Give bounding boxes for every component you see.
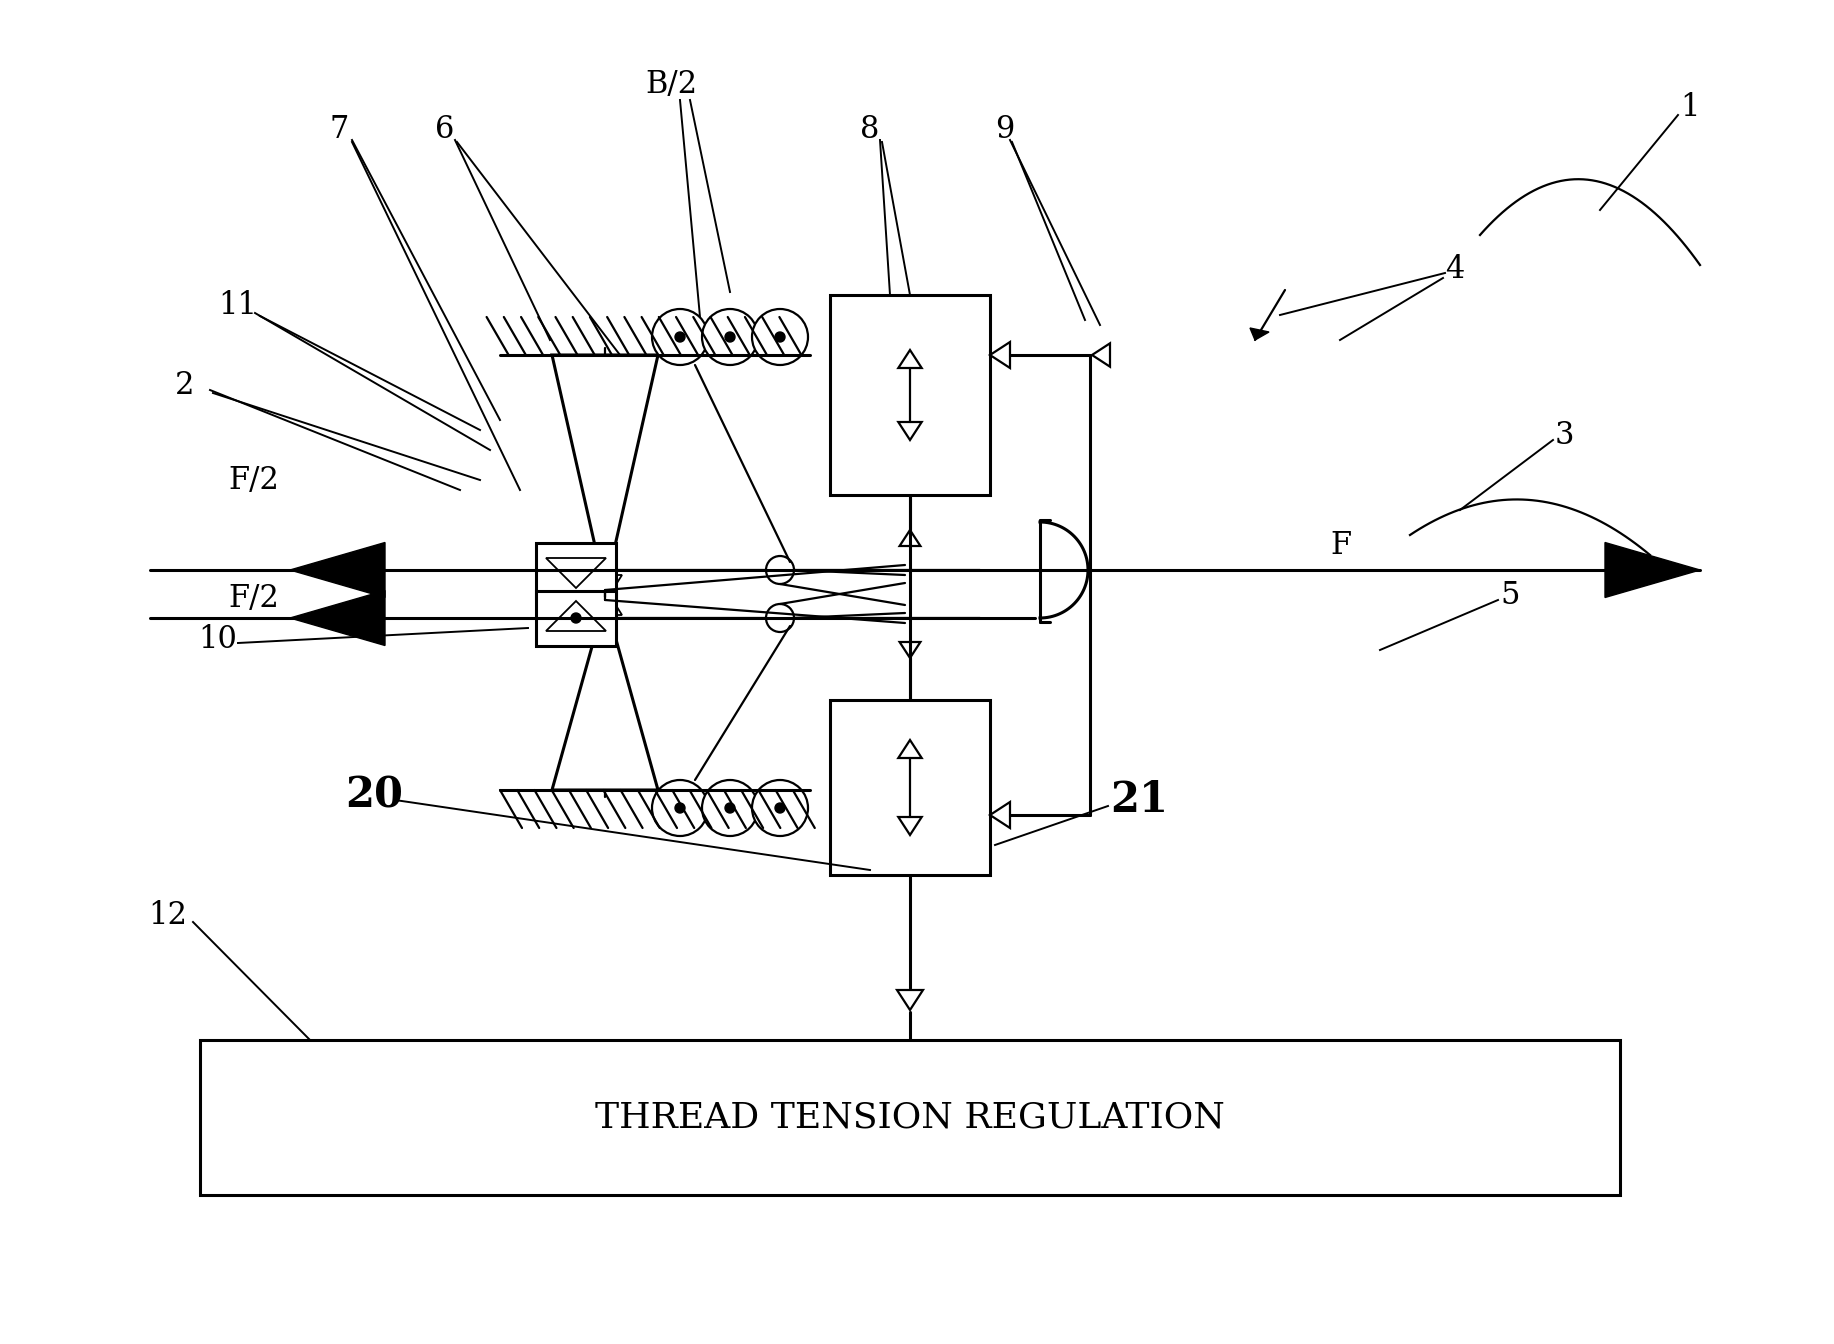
Circle shape xyxy=(724,802,735,813)
Text: THREAD TENSION REGULATION: THREAD TENSION REGULATION xyxy=(594,1099,1225,1134)
Bar xyxy=(200,1040,1619,1195)
Polygon shape xyxy=(1251,328,1269,340)
Text: F/2: F/2 xyxy=(227,582,279,613)
Polygon shape xyxy=(589,575,622,602)
Polygon shape xyxy=(290,590,385,645)
Text: 7: 7 xyxy=(330,114,348,145)
Circle shape xyxy=(702,780,757,836)
Polygon shape xyxy=(899,741,923,758)
Text: 2: 2 xyxy=(174,370,194,401)
Text: 8: 8 xyxy=(860,114,878,145)
Polygon shape xyxy=(900,642,921,659)
Polygon shape xyxy=(552,599,658,790)
Text: 11: 11 xyxy=(218,289,257,320)
Polygon shape xyxy=(552,355,658,590)
Circle shape xyxy=(752,780,809,836)
Circle shape xyxy=(776,332,785,341)
Bar xyxy=(831,294,990,495)
Polygon shape xyxy=(1605,543,1700,598)
Text: 4: 4 xyxy=(1445,254,1464,285)
Text: 12: 12 xyxy=(149,899,187,930)
Circle shape xyxy=(767,556,794,585)
Polygon shape xyxy=(899,817,923,835)
Bar xyxy=(831,700,990,875)
Polygon shape xyxy=(290,543,385,598)
Text: 3: 3 xyxy=(1555,419,1575,450)
Circle shape xyxy=(675,802,686,813)
Polygon shape xyxy=(899,349,923,368)
Circle shape xyxy=(724,332,735,341)
Polygon shape xyxy=(990,341,1011,368)
Circle shape xyxy=(600,599,611,610)
Text: F/2: F/2 xyxy=(227,465,279,496)
Circle shape xyxy=(776,802,785,813)
Circle shape xyxy=(653,780,708,836)
Polygon shape xyxy=(547,558,605,589)
Polygon shape xyxy=(897,991,923,1009)
Polygon shape xyxy=(1091,343,1110,367)
Text: 6: 6 xyxy=(435,114,455,145)
Text: B/2: B/2 xyxy=(646,70,697,101)
Circle shape xyxy=(675,332,686,341)
Text: 5: 5 xyxy=(1500,579,1520,610)
Text: 9: 9 xyxy=(996,114,1014,145)
Bar xyxy=(536,543,616,598)
Polygon shape xyxy=(547,601,605,630)
Circle shape xyxy=(702,309,757,366)
Bar xyxy=(536,591,616,646)
Text: F: F xyxy=(1330,530,1352,560)
Polygon shape xyxy=(900,530,921,546)
Text: 1: 1 xyxy=(1680,93,1700,124)
Text: 10: 10 xyxy=(198,625,237,656)
Circle shape xyxy=(570,613,581,624)
Circle shape xyxy=(653,309,708,366)
Polygon shape xyxy=(990,802,1011,828)
Text: 21: 21 xyxy=(1110,780,1168,821)
Polygon shape xyxy=(589,589,622,616)
Circle shape xyxy=(767,603,794,632)
Circle shape xyxy=(752,309,809,366)
Text: 20: 20 xyxy=(345,774,403,816)
Polygon shape xyxy=(899,422,923,439)
